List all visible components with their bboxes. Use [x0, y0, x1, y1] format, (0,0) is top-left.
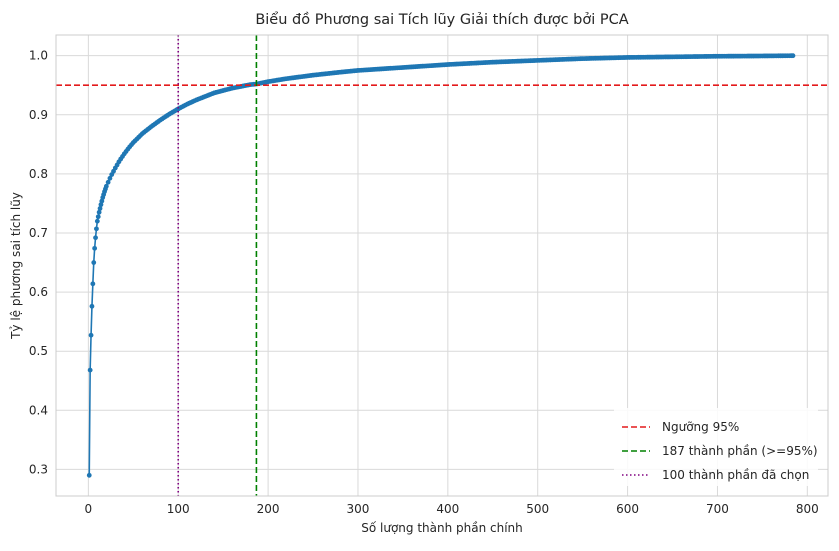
y-axis-label: Tỷ lệ phương sai tích lũy: [9, 192, 23, 340]
series-point: [87, 367, 93, 373]
series-point: [95, 214, 101, 220]
x-tick-label: 100: [167, 502, 190, 516]
x-tick-label: 0: [85, 502, 93, 516]
legend-label-100-components: 100 thành phần đã chọn: [662, 468, 809, 482]
series-point: [88, 332, 94, 338]
legend-box: [614, 408, 818, 486]
x-axis-label: Số lượng thành phần chính: [361, 521, 523, 535]
x-tick-label: 800: [796, 502, 819, 516]
series-point: [92, 245, 98, 251]
series-point: [94, 226, 99, 232]
x-tick-label: 500: [526, 502, 549, 516]
series-point: [91, 260, 97, 265]
axis-ticks: 0 100 200 300 400 500 600 700 800 0.3 0.4 0.5 0.6 0.7…: [29, 49, 819, 516]
legend: Ngưỡng 95% 187 thành phần (>=95%) 100 th…: [614, 408, 818, 486]
y-tick-label: 0.4: [29, 403, 48, 417]
legend-label-threshold: Ngưỡng 95%: [662, 420, 739, 434]
series-point: [103, 183, 109, 189]
series-point: [89, 303, 95, 309]
series-point: [94, 218, 100, 224]
y-tick-label: 0.8: [29, 167, 48, 181]
y-tick-label: 1.0: [29, 49, 48, 63]
chart-title: Biểu đồ Phương sai Tích lũy Giải thích đ…: [255, 11, 628, 28]
y-tick-label: 0.5: [29, 344, 48, 358]
series-point: [86, 472, 92, 478]
series-point: [93, 235, 98, 241]
y-tick-label: 0.7: [29, 226, 48, 240]
x-tick-label: 300: [347, 502, 370, 516]
series-point: [790, 53, 796, 59]
plot-frame: [55, 34, 829, 497]
x-tick-label: 700: [706, 502, 729, 516]
series-point: [97, 206, 103, 211]
x-tick-label: 600: [616, 502, 639, 516]
series-point: [105, 179, 111, 185]
grid: [56, 35, 828, 496]
reference-lines: [56, 35, 828, 496]
x-tick-label: 400: [436, 502, 459, 516]
series-point: [107, 175, 113, 181]
y-tick-label: 0.6: [29, 285, 48, 299]
x-tick-label: 200: [257, 502, 280, 516]
legend-label-187-components: 187 thành phần (>=95%): [662, 444, 818, 458]
y-tick-label: 0.9: [29, 108, 48, 122]
series-point: [90, 281, 96, 287]
series: [86, 53, 796, 478]
y-tick-label: 0.3: [29, 462, 48, 476]
series-point: [96, 209, 102, 215]
